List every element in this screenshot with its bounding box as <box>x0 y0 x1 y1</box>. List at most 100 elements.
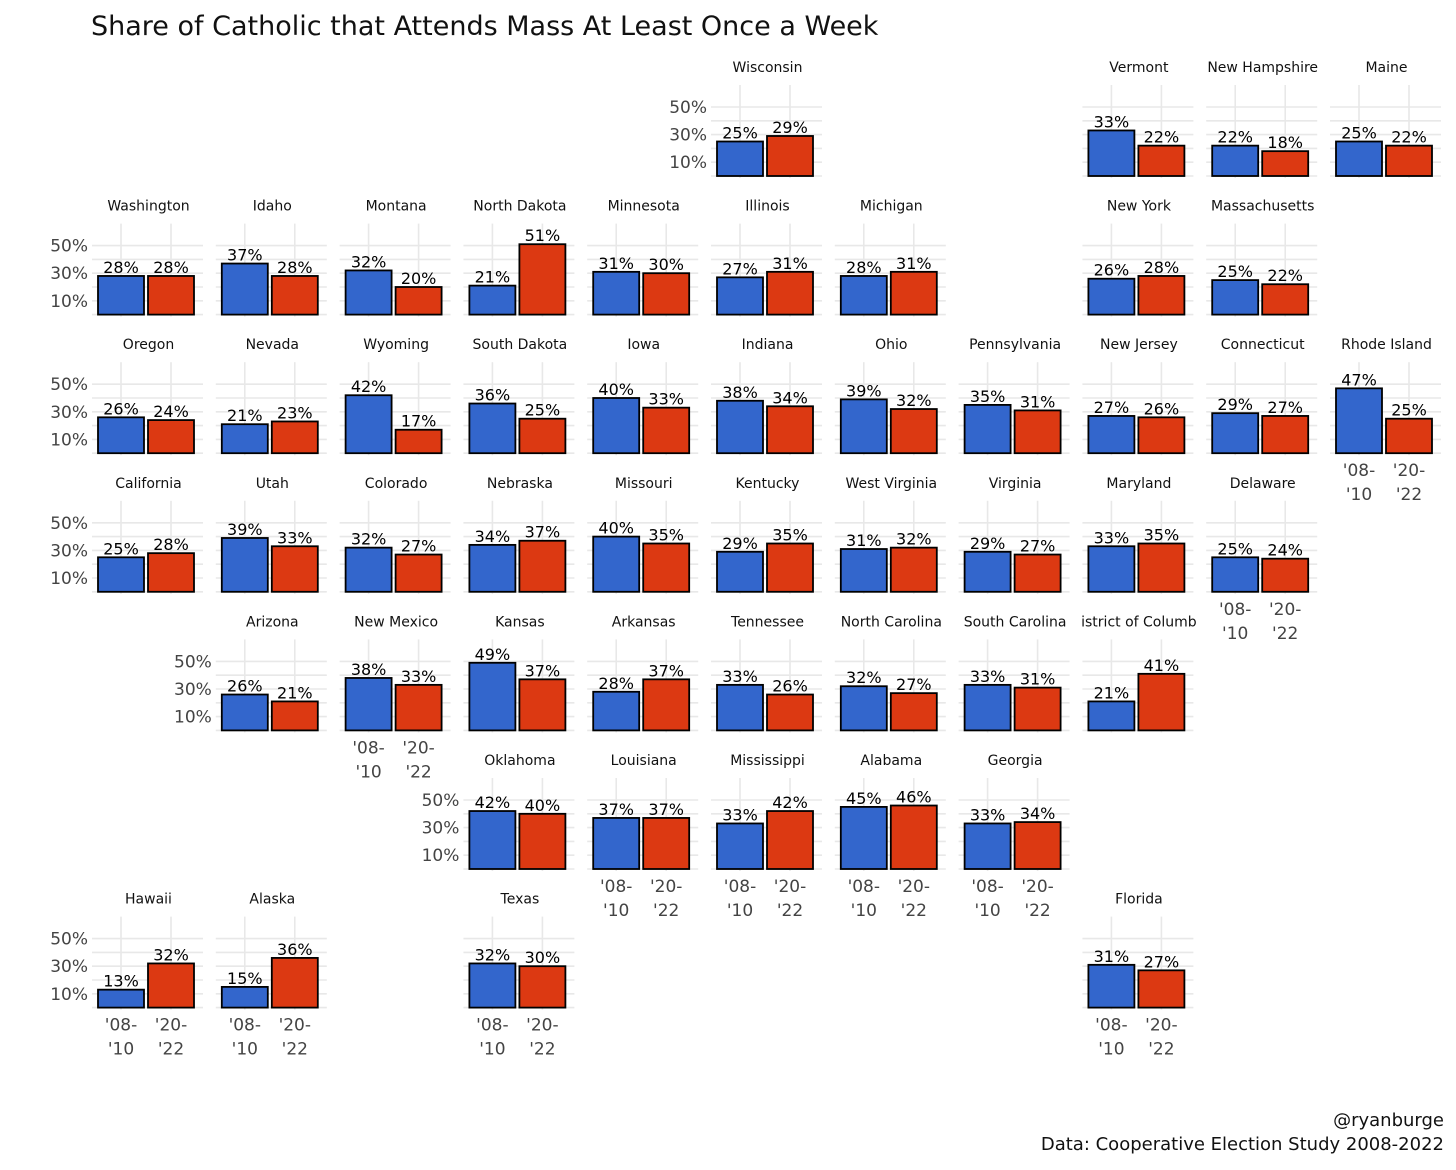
x-tick-label: '08- <box>1219 600 1251 620</box>
bar-2008-2010 <box>97 416 145 455</box>
caption-handle: @ryanburge <box>1333 1110 1444 1131</box>
bar-value-label: 37% <box>227 246 263 265</box>
bar-2020-2022 <box>518 243 567 316</box>
bar-2020-2022 <box>766 270 814 316</box>
bar-value-label: 31% <box>896 254 932 273</box>
bar-2020-2022 <box>1137 144 1186 177</box>
facet-label: South Carolina <box>964 614 1067 630</box>
facet-label: Vermont <box>1109 60 1169 76</box>
bar-value-label: 39% <box>846 381 882 400</box>
facet-label: Montana <box>366 199 427 215</box>
bar-value-label: 26% <box>1094 261 1130 280</box>
bar-value-label: 27% <box>1144 952 1180 971</box>
bar-2020-2022 <box>766 135 814 177</box>
facet-hawaii: Hawaii 13% 32% 10% 30% 50% '08- '10 '20- '22 <box>50 892 203 1060</box>
bar-2020-2022 <box>147 419 195 455</box>
bar-2008-2010 <box>344 394 393 455</box>
bar-value-label: 31% <box>1020 392 1056 411</box>
bar-2008-2010 <box>716 140 764 177</box>
bar-value-label: 25% <box>1341 124 1377 143</box>
bar-value-label: 28% <box>1144 258 1180 277</box>
bar-2020-2022 <box>394 428 443 455</box>
x-tick-label: '20- <box>155 1016 187 1036</box>
facet-oregon: Oregon 26% 24% 10% 30% 50% <box>50 337 203 456</box>
bar-value-label: 30% <box>648 255 684 274</box>
y-tick-label: 30% <box>422 819 460 839</box>
facet-south-dakota: South Dakota 36% 25% <box>463 337 575 456</box>
facet-label: Massachusetts <box>1211 199 1314 215</box>
facet-kansas: Kansas 49% 37% <box>463 614 575 733</box>
bar-2020-2022 <box>1013 553 1062 593</box>
bar-value-label: 30% <box>525 948 561 967</box>
bar-value-label: 25% <box>1391 401 1427 420</box>
bar-2020-2022 <box>1385 144 1433 177</box>
x-tick-label: '22 <box>653 901 679 921</box>
facet-texas: Texas 32% 30% '08- '10 '20- '22 <box>463 892 575 1060</box>
facet-label: Wisconsin <box>733 60 803 76</box>
y-tick-label: 50% <box>50 375 88 395</box>
facet-nebraska: Nebraska 34% 37% <box>463 476 575 594</box>
facet-label: Maryland <box>1106 476 1171 492</box>
bar-2020-2022 <box>889 692 938 732</box>
facet-louisiana: Louisiana 37% 37% '08- '10 '20- '22 <box>587 753 699 921</box>
bar-value-label: 29% <box>772 118 808 137</box>
bar-value-label: 15% <box>227 969 263 988</box>
bar-value-label: 29% <box>1217 395 1253 414</box>
x-tick-label: '08- <box>476 1016 508 1036</box>
bar-2008-2010 <box>716 550 764 593</box>
bar-value-label: 35% <box>772 526 808 545</box>
bar-2020-2022 <box>642 406 691 455</box>
x-tick-label: '10 <box>603 901 629 921</box>
bar-2020-2022 <box>270 545 319 593</box>
facet-vermont: Vermont 33% 22% <box>1082 60 1194 178</box>
bar-2008-2010 <box>716 822 764 870</box>
bar-value-label: 36% <box>475 386 511 405</box>
bar-value-label: 27% <box>1267 398 1303 417</box>
bar-value-label: 32% <box>896 530 932 549</box>
bar-2020-2022 <box>147 962 195 1009</box>
bar-2008-2010 <box>468 543 517 593</box>
facet-utah: Utah 39% 33% <box>215 476 327 594</box>
facet-label: Tennessee <box>730 614 804 630</box>
bar-2008-2010 <box>592 817 641 870</box>
facet-label: New York <box>1107 199 1172 215</box>
bar-2008-2010 <box>1087 700 1136 732</box>
facet-arkansas: Arkansas 28% 37% <box>587 614 699 733</box>
bar-2008-2010 <box>97 275 145 316</box>
y-tick-label: 10% <box>669 153 707 173</box>
y-tick-label: 10% <box>422 846 460 866</box>
bar-2008-2010 <box>1335 387 1383 455</box>
bar-2008-2010 <box>1211 556 1260 593</box>
bar-value-label: 34% <box>475 527 511 546</box>
facet-new-mexico: New Mexico 38% 33% '08- '10 '20- '22 <box>339 614 451 782</box>
facet-pennsylvania: Pennsylvania 35% 31% <box>958 337 1070 456</box>
x-tick-label: '22 <box>158 1040 184 1060</box>
bar-2020-2022 <box>889 804 938 870</box>
facet-idaho: Idaho 37% 28% <box>215 199 327 317</box>
bar-value-label: 32% <box>896 391 932 410</box>
facet-label: Louisiana <box>611 753 677 769</box>
x-tick-label: '20- <box>650 877 682 897</box>
bar-value-label: 35% <box>970 387 1006 406</box>
y-tick-label: 30% <box>50 541 88 561</box>
facet-california: California 25% 28% 10% 30% 50% <box>50 476 203 594</box>
bar-value-label: 40% <box>525 796 561 815</box>
bar-value-label: 28% <box>846 258 882 277</box>
bar-2020-2022 <box>1261 415 1310 455</box>
x-tick-label: '08- <box>600 877 632 897</box>
facet-minnesota: Minnesota 31% 30% <box>587 199 699 317</box>
bar-value-label: 27% <box>1020 537 1056 556</box>
bar-2020-2022 <box>518 965 567 1009</box>
y-tick-label: 50% <box>50 237 88 257</box>
facet-connecticut: Connecticut 29% 27% <box>1206 337 1318 456</box>
facet-label: Kansas <box>495 614 545 630</box>
bar-2008-2010 <box>592 690 641 732</box>
bar-value-label: 33% <box>1094 528 1130 547</box>
facet-label: Rhode Island <box>1341 337 1432 353</box>
bar-value-label: 33% <box>648 390 684 409</box>
x-tick-label: '10 <box>851 901 877 921</box>
bar-value-label: 31% <box>772 254 808 273</box>
bar-value-label: 40% <box>598 519 634 538</box>
bar-value-label: 25% <box>1217 262 1253 281</box>
bar-2008-2010 <box>592 535 641 593</box>
